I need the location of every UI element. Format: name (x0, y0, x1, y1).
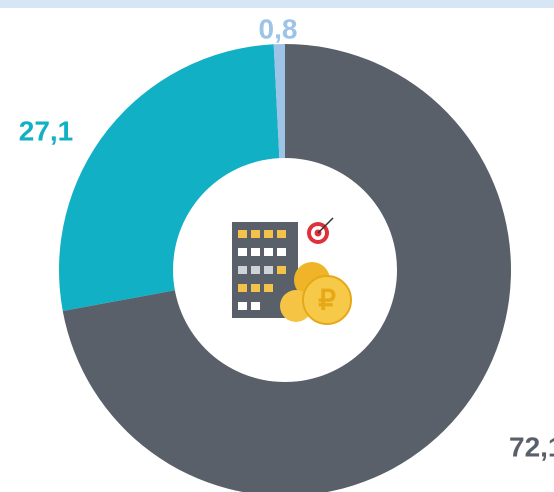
value-label: 27,1 (19, 115, 74, 146)
top-band (0, 0, 554, 8)
ruble-sign: ₽ (318, 284, 336, 315)
center-icon: ₽ (232, 217, 352, 325)
coin-icon (302, 275, 352, 325)
value-label: 0,8 (259, 13, 298, 44)
windows (238, 230, 286, 310)
value-label: 72,1 (509, 431, 554, 462)
